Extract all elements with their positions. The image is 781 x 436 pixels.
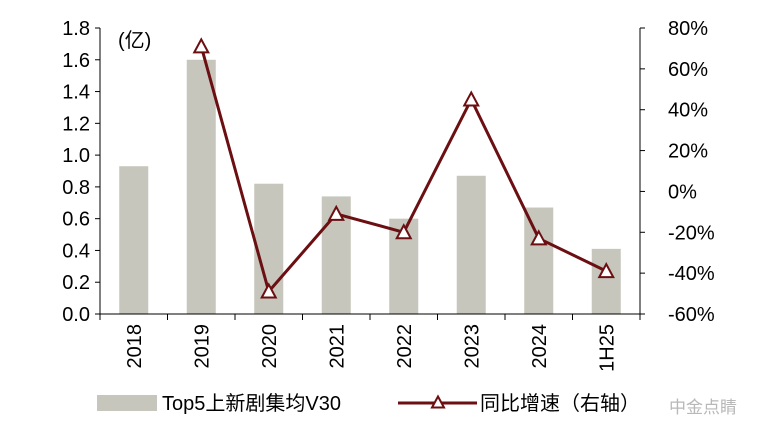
bar-series xyxy=(119,59,621,315)
growth-marker-1H25 xyxy=(597,261,615,279)
left-tick-label: 1.8 xyxy=(62,18,90,40)
legend-bar-label: Top5上新剧集均V30 xyxy=(162,392,341,415)
growth-marker-2024 xyxy=(530,229,548,246)
right-tick-label: 80% xyxy=(668,18,708,40)
bar-1H25 xyxy=(591,248,621,314)
bar-2018 xyxy=(119,166,149,314)
x-tick-label: 2018 xyxy=(124,324,146,369)
left-tick-label: 1.0 xyxy=(62,145,90,167)
x-tick-label: 2024 xyxy=(529,324,551,369)
right-tick-label: 20% xyxy=(668,141,708,163)
right-tick-label: 0% xyxy=(668,181,697,203)
x-tick-label: 2022 xyxy=(394,324,416,369)
growth-marker-2019 xyxy=(192,37,210,54)
left-axis-unit-label: (亿) xyxy=(118,29,151,52)
growth-marker-2023 xyxy=(462,90,480,107)
left-tick-label: 0.8 xyxy=(62,177,90,199)
x-tick-label: 2019 xyxy=(191,324,213,369)
right-tick-label: 40% xyxy=(668,100,708,122)
growth-line-series xyxy=(192,37,615,299)
x-tick-label: 1H25 xyxy=(596,324,618,372)
bar-2024 xyxy=(524,207,554,314)
right-tick-label: -40% xyxy=(668,263,715,285)
legend-line-marker xyxy=(430,394,446,409)
left-tick-label: 1.4 xyxy=(62,82,90,104)
tick-labels: 0.0 0.2 0.4 0.6 0.8 1.0 1.2 1.4 1.6 1.8 -60% -40% -2… xyxy=(62,18,715,372)
growth-marker-2020 xyxy=(260,282,278,299)
x-tick-label: 2021 xyxy=(326,324,348,369)
left-tick-label: 1.2 xyxy=(62,113,90,135)
growth-marker-2022 xyxy=(395,223,413,240)
left-tick-label: 0.6 xyxy=(62,209,90,231)
right-tick-label: 60% xyxy=(668,59,708,81)
x-tick-label: 2023 xyxy=(461,324,483,369)
axes xyxy=(95,27,645,320)
left-tick-label: 0.4 xyxy=(62,240,90,262)
bar-2019 xyxy=(186,59,216,315)
legend-bar-swatch xyxy=(97,395,157,411)
right-tick-label: -60% xyxy=(668,304,715,326)
left-tick-label: 0.0 xyxy=(62,304,90,326)
legend: Top5上新剧集均V30 同比增速（右轴） xyxy=(97,392,640,415)
right-tick-label: -20% xyxy=(668,222,715,244)
left-tick-label: 1.6 xyxy=(62,50,90,72)
watermark-text: 中金点睛 xyxy=(669,398,737,417)
bar-2023 xyxy=(456,175,486,314)
x-tick-label: 2020 xyxy=(259,324,281,369)
left-tick-label: 0.2 xyxy=(62,272,90,294)
legend-line-label: 同比增速（右轴） xyxy=(480,392,640,415)
growth-marker-2021 xyxy=(327,204,345,221)
